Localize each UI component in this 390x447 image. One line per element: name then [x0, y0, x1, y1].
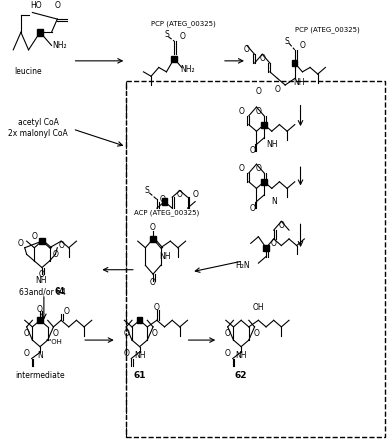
Text: H₂N: H₂N: [236, 261, 250, 270]
Text: O: O: [64, 307, 70, 316]
Text: O: O: [250, 204, 255, 213]
Text: O: O: [255, 87, 261, 96]
Text: O: O: [150, 224, 156, 232]
Text: PCP (ATEG_00325): PCP (ATEG_00325): [295, 27, 360, 34]
Text: O: O: [250, 147, 255, 156]
Text: S: S: [164, 30, 169, 39]
Text: O: O: [123, 329, 129, 338]
Polygon shape: [37, 29, 43, 36]
Text: NH: NH: [35, 276, 47, 285]
Bar: [126, 80, 385, 437]
Text: O: O: [271, 239, 277, 248]
Polygon shape: [137, 317, 142, 323]
Polygon shape: [162, 198, 167, 205]
Text: NH₂: NH₂: [180, 65, 195, 74]
Text: O: O: [177, 190, 183, 199]
Text: NH: NH: [134, 351, 145, 360]
Text: O: O: [152, 329, 158, 338]
Text: O: O: [225, 349, 230, 358]
Polygon shape: [263, 245, 269, 251]
Text: HO: HO: [30, 1, 42, 10]
Text: N: N: [37, 351, 43, 360]
Polygon shape: [39, 238, 44, 244]
Text: NH: NH: [236, 351, 247, 360]
Text: S: S: [285, 37, 289, 46]
Text: 61: 61: [133, 371, 146, 380]
Text: leucine: leucine: [15, 67, 43, 76]
Text: O: O: [24, 329, 30, 338]
Polygon shape: [261, 122, 267, 128]
Text: O: O: [123, 349, 129, 358]
Text: O: O: [31, 232, 37, 241]
Text: O: O: [58, 241, 64, 250]
Text: N: N: [271, 197, 277, 206]
Text: ""OH: ""OH: [45, 339, 62, 345]
Text: O: O: [52, 329, 58, 338]
Text: O: O: [238, 164, 244, 173]
Text: PCP (ATEG_00325): PCP (ATEG_00325): [151, 20, 216, 27]
Text: O: O: [255, 107, 261, 116]
Text: ACP (ATEG_00325): ACP (ATEG_00325): [134, 209, 199, 216]
Text: O: O: [150, 278, 156, 287]
Text: O: O: [192, 190, 198, 199]
Text: NH: NH: [293, 78, 304, 87]
Polygon shape: [292, 60, 298, 66]
Text: O: O: [52, 250, 58, 259]
Text: O: O: [54, 1, 60, 10]
Text: 63and/or 64: 63and/or 64: [18, 287, 66, 296]
Text: O: O: [244, 45, 250, 55]
Text: O: O: [259, 54, 265, 63]
Polygon shape: [261, 179, 267, 185]
Text: O: O: [39, 270, 45, 278]
Text: O: O: [255, 164, 261, 173]
Text: 2x malonyl CoA: 2x malonyl CoA: [8, 129, 68, 138]
Text: 64: 64: [55, 287, 65, 296]
Text: acetyl CoA: acetyl CoA: [18, 118, 58, 127]
Text: O: O: [18, 239, 24, 248]
Text: O: O: [275, 85, 280, 94]
Text: 62: 62: [235, 371, 247, 380]
Polygon shape: [172, 55, 177, 62]
Text: O: O: [37, 305, 43, 314]
Text: O: O: [278, 221, 284, 230]
Text: O: O: [154, 303, 160, 312]
Polygon shape: [151, 236, 156, 242]
Text: O: O: [238, 107, 244, 116]
Text: O: O: [254, 329, 259, 338]
Text: O: O: [180, 32, 186, 41]
Polygon shape: [37, 317, 43, 323]
Text: O: O: [24, 349, 30, 358]
Text: O: O: [225, 329, 230, 338]
Text: NH: NH: [159, 252, 170, 261]
Text: NH: NH: [266, 140, 278, 149]
Text: intermediate: intermediate: [15, 371, 65, 380]
Text: S: S: [145, 186, 150, 195]
Text: NH₂: NH₂: [52, 41, 67, 50]
Text: O: O: [300, 41, 305, 50]
Text: OH: OH: [253, 303, 264, 312]
Text: O: O: [160, 195, 166, 204]
